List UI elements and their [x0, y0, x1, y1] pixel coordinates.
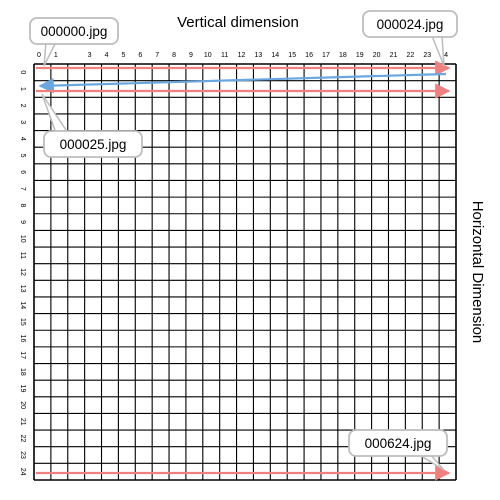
column-tick-label: 23	[423, 52, 431, 59]
column-tick-label: 6	[138, 52, 142, 59]
callout-pointer	[432, 36, 444, 66]
column-tick-label: 17	[322, 52, 330, 59]
column-tick-label: 7	[155, 52, 159, 59]
column-tick-label: 20	[373, 52, 381, 59]
row-tick-label: 2	[19, 104, 26, 108]
column-tick-label: 16	[305, 52, 313, 59]
column-tick-label: 14	[271, 52, 279, 59]
row-tick-label: 4	[19, 137, 26, 141]
column-tick-label: 8	[172, 52, 176, 59]
row-tick-label: 14	[19, 301, 26, 309]
callout-label: 000024.jpg	[377, 17, 444, 32]
row-tick-label: 17	[19, 351, 26, 359]
column-tick-label: 18	[339, 52, 347, 59]
row-tick-label: 12	[19, 268, 26, 276]
column-tick-label: 3	[88, 52, 92, 59]
column-tick-labels: 0 1 3 4 5 6 7 8 9 10 11 12 13 14 15 16 17 18 19 20 21 22 23 24	[37, 52, 448, 59]
row-tick-label: 22	[19, 435, 26, 443]
column-tick-label: 21	[390, 52, 398, 59]
row-tick-label: 11	[19, 252, 26, 259]
top-axis-title: Vertical dimension	[177, 14, 299, 31]
grid	[34, 64, 456, 480]
row-tick-label: 19	[19, 385, 26, 393]
row-tick-label: 1	[19, 87, 26, 91]
traversal-arrows	[36, 68, 449, 473]
column-tick-label: 1	[54, 52, 58, 59]
column-tick-label: 15	[288, 52, 296, 59]
row-tick-label: 13	[19, 285, 26, 293]
row-tick-label: 0	[19, 70, 26, 74]
column-tick-label: 5	[121, 52, 125, 59]
row-tick-label: 10	[19, 235, 26, 243]
column-tick-label: 4	[105, 52, 109, 59]
return-arrow	[40, 74, 446, 86]
column-tick-label: 0	[37, 52, 41, 59]
row-tick-label: 3	[19, 120, 26, 124]
column-tick-label: 9	[189, 52, 193, 59]
row-tick-label: 18	[19, 368, 26, 376]
column-tick-label: 11	[221, 52, 228, 59]
column-tick-label: 22	[406, 52, 414, 59]
row-tick-label: 20	[19, 401, 26, 409]
callout-label: 000000.jpg	[41, 24, 108, 39]
row-tick-label: 24	[19, 468, 26, 476]
column-tick-label: 12	[238, 52, 246, 59]
callout-label: 000025.jpg	[60, 137, 127, 152]
callout-last-image: 000624.jpg	[349, 430, 447, 470]
row-tick-label: 21	[19, 418, 26, 426]
callout-label: 000624.jpg	[365, 436, 432, 451]
column-tick-label: 19	[356, 52, 364, 59]
row-tick-label: 9	[19, 220, 26, 224]
row-tick-label: 16	[19, 335, 26, 343]
row-tick-label: 6	[19, 170, 26, 174]
column-tick-label: 13	[255, 52, 263, 59]
row-tick-label: 8	[19, 203, 26, 207]
column-tick-label: 10	[204, 52, 212, 59]
callout-start-of-row-1: 000025.jpg	[42, 94, 142, 157]
row-tick-label: 5	[19, 154, 26, 158]
row-tick-label: 15	[19, 318, 26, 326]
side-axis-title: Horizontal Dimension	[469, 201, 486, 344]
row-tick-label: 7	[19, 187, 26, 191]
row-tick-label: 23	[19, 451, 26, 459]
